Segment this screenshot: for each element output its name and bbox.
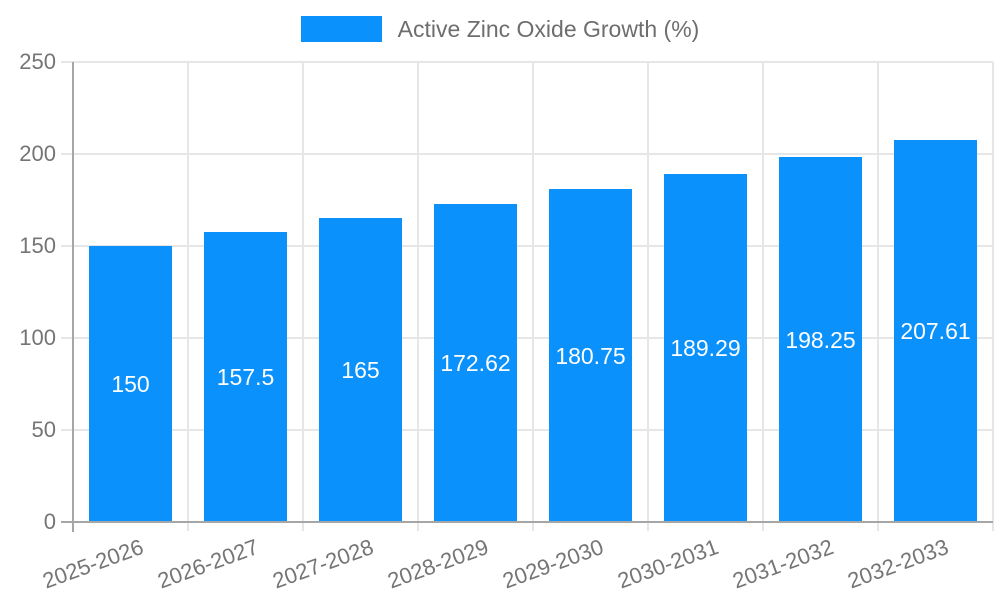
gridline-horizontal [61,245,993,247]
bar-2028-2029[interactable] [433,204,518,522]
bar-value-label: 157.5 [216,364,275,391]
y-axis-tick-label: 150 [19,233,56,258]
bar-2027-2028[interactable] [318,218,403,522]
gridline-horizontal [61,153,993,155]
gridline-vertical [532,62,534,531]
gridline-horizontal [61,61,993,63]
legend-swatch [300,16,382,42]
gridline-vertical [417,62,419,531]
gridline-horizontal [61,429,993,431]
bar-2031-2032[interactable] [778,157,863,522]
y-axis-tick-label: 100 [19,325,56,350]
x-axis-line [61,521,993,523]
bar-value-label: 150 [111,371,150,397]
bar-2026-2027[interactable] [203,232,288,522]
gridline-vertical [187,62,189,531]
x-axis-tick-label: 2027-2028 [269,534,378,594]
gridline-vertical [647,62,649,531]
legend[interactable]: Active Zinc Oxide Growth (%) [0,16,1000,42]
y-axis-tick-label: 50 [31,417,56,442]
gridline-vertical [992,62,994,531]
x-axis-tick-label: 2028-2029 [384,534,493,594]
x-axis-tick-label: 2032-2033 [844,534,953,594]
y-axis-tick-label: 200 [19,141,56,166]
bar-2025-2026[interactable] [88,246,173,522]
bar-2029-2030[interactable] [548,189,633,522]
bar-value-label: 165 [341,357,380,384]
gridline-vertical [302,62,304,531]
bar-value-label: 172.62 [440,350,511,377]
bar-value-label: 189.29 [670,334,741,361]
bar-value-label: 198.25 [785,326,856,353]
gridline-vertical [762,62,764,531]
x-axis-tick-label: 2025-2026 [39,534,148,594]
legend-label: Active Zinc Oxide Growth (%) [397,16,700,42]
bar-2032-2033[interactable] [893,139,978,522]
y-axis-line [72,62,74,532]
x-axis-tick-label: 2029-2030 [499,534,608,594]
x-axis-tick-label: 2031-2032 [729,534,838,594]
gridline-horizontal [61,337,993,339]
x-axis-tick-label: 2030-2031 [614,534,723,594]
y-axis-tick-label: 250 [19,49,56,74]
gridline-vertical [877,62,879,531]
y-axis-tick-label: 0 [43,509,56,534]
x-axis-tick-label: 2026-2027 [154,534,263,594]
bar-2030-2031[interactable] [663,173,748,522]
bar-value-label: 207.61 [900,317,971,344]
bar-value-label: 180.75 [555,342,626,369]
